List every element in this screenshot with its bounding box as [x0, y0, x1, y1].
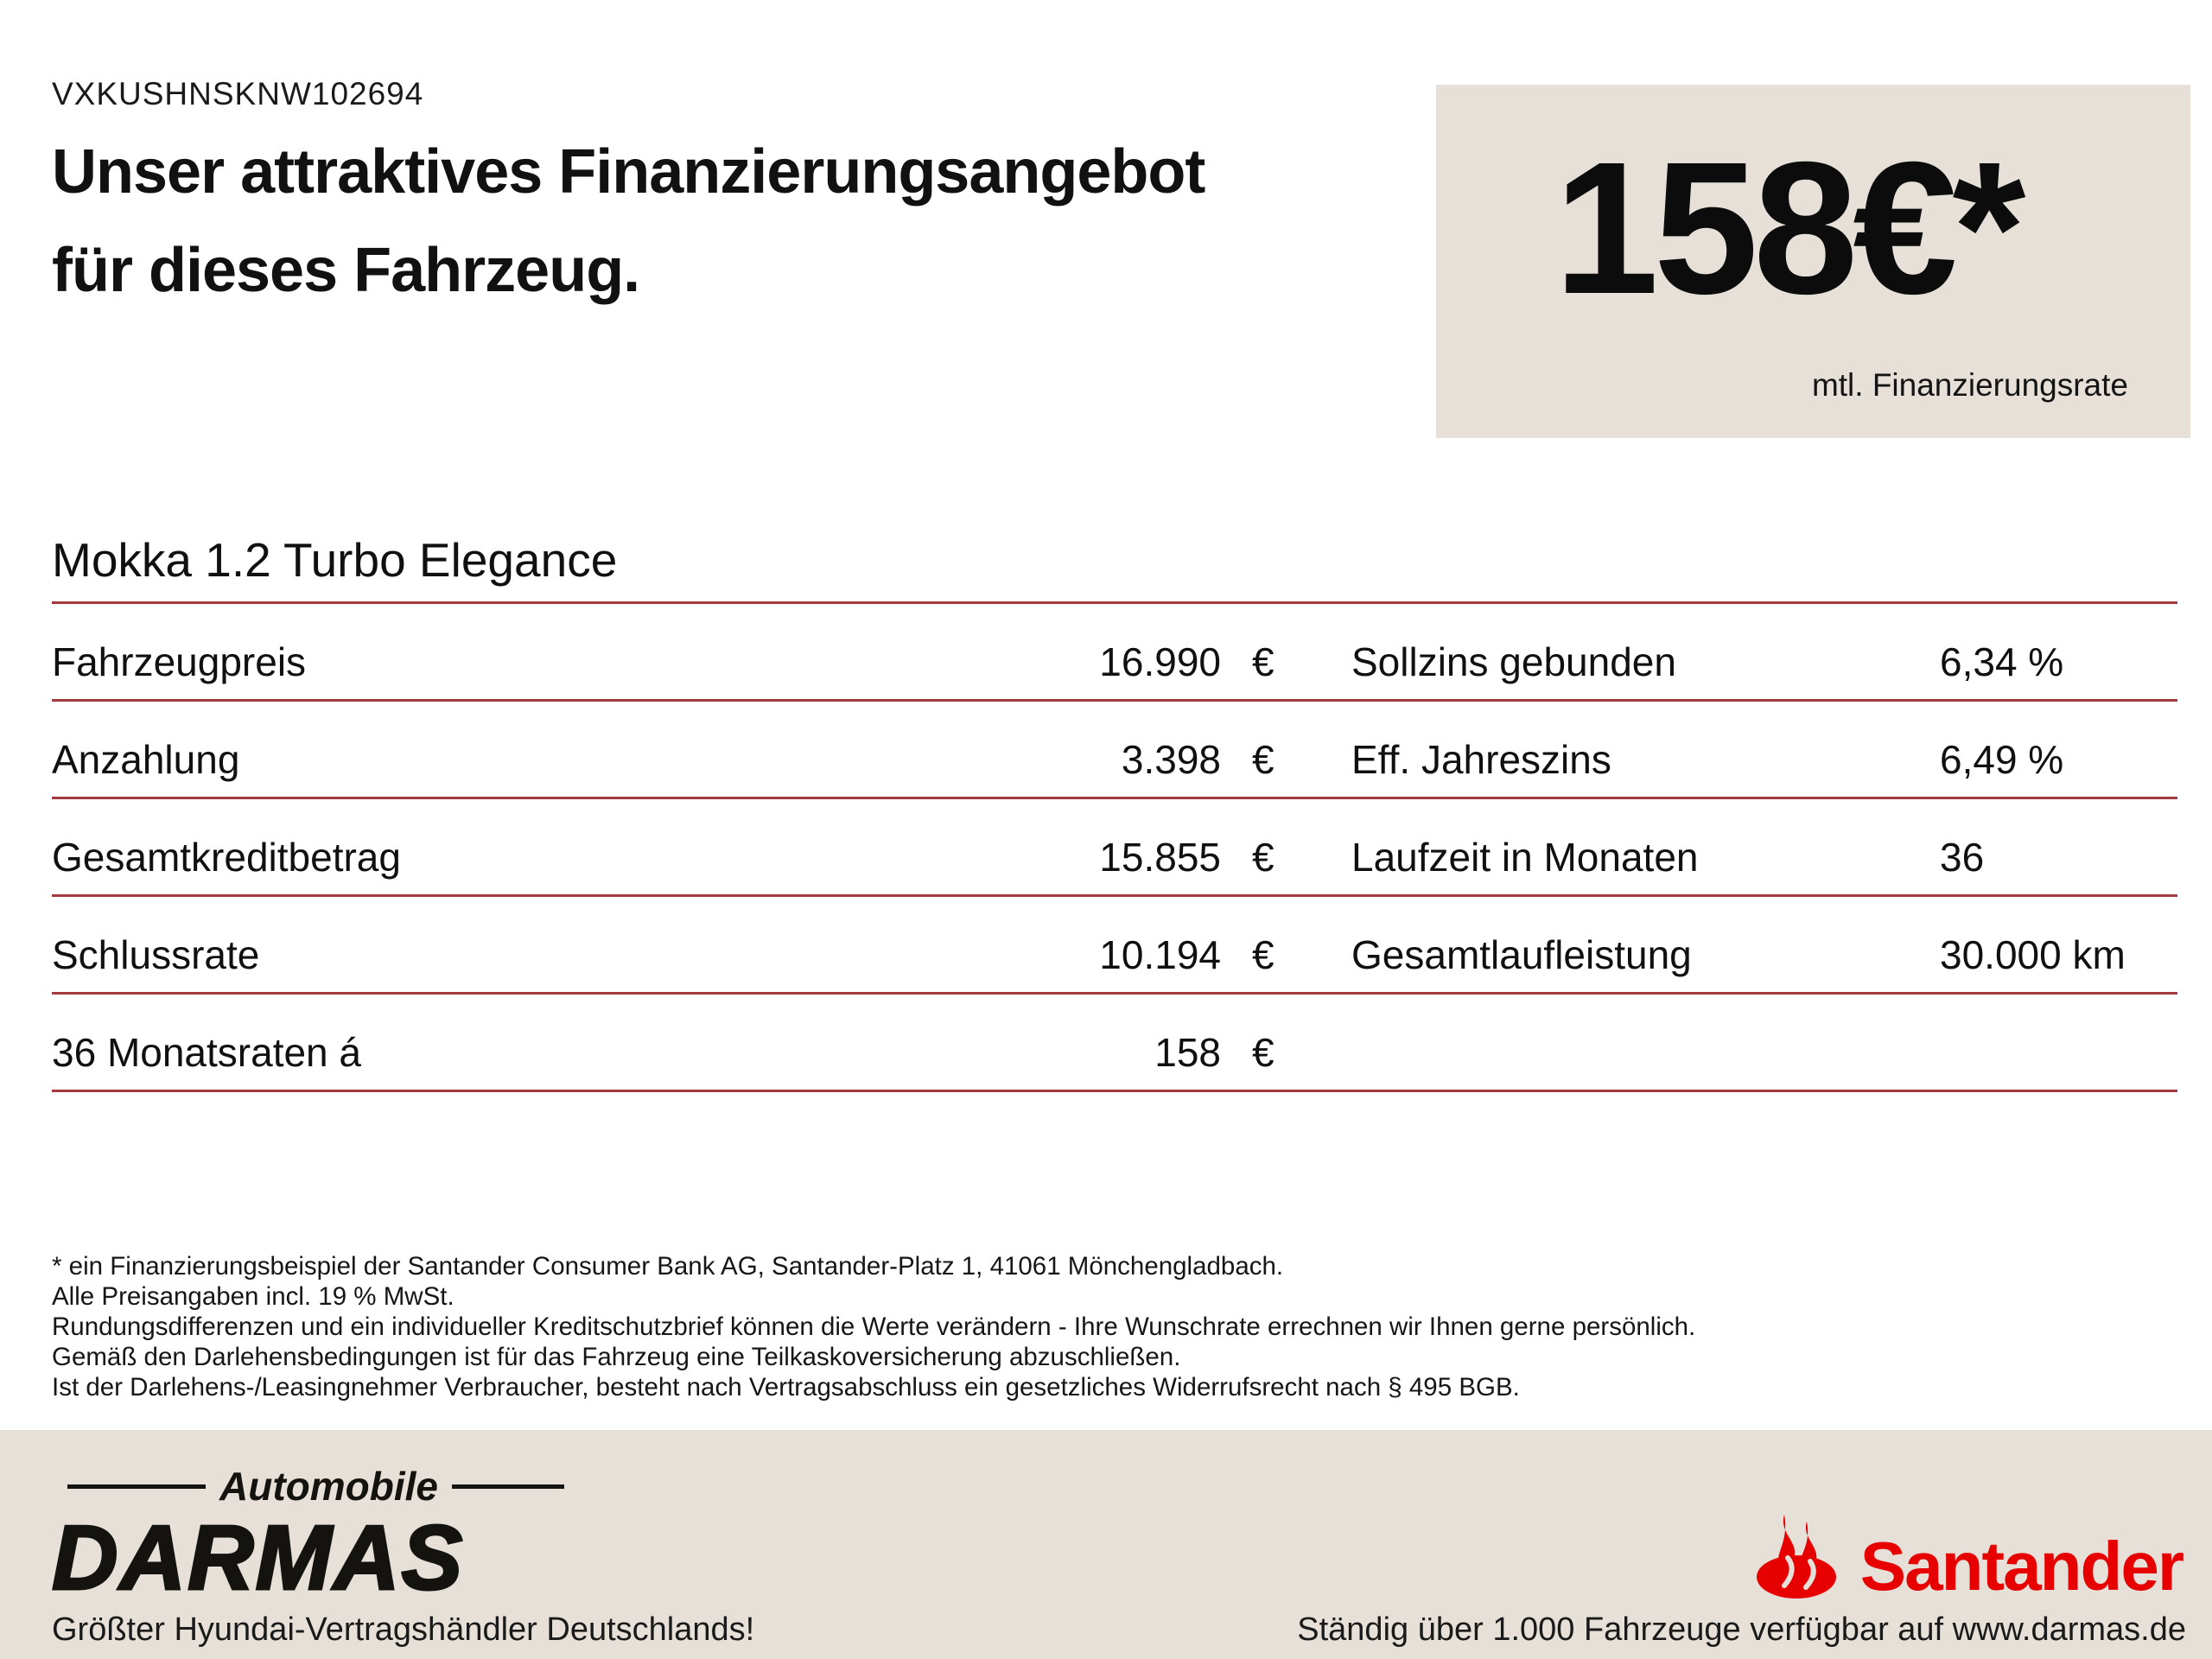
table-row: 36 Monatsraten á 158 € — [52, 995, 2177, 1092]
vehicle-vin: VXKUSHNSKNW102694 — [52, 76, 424, 111]
fine-print-line: Gemäß den Darlehensbedingungen ist für d… — [52, 1343, 1181, 1371]
row-value: 10.194 — [1099, 932, 1221, 977]
row-right-value: 30.000 km — [1940, 932, 2126, 977]
row-right-value: 36 — [1940, 835, 1985, 880]
fine-print-line: * ein Finanzierungsbeispiel der Santande… — [52, 1252, 1284, 1281]
monthly-rate-caption: mtl. Finanzierungsrate — [1811, 367, 2128, 403]
fine-print-line: Rundungsdifferenzen und ein individuelle… — [52, 1313, 1696, 1341]
page-title-line2: für dieses Fahrzeug. — [52, 236, 640, 305]
row-right-label: Laufzeit in Monaten — [1351, 835, 1699, 880]
row-value: 16.990 — [1099, 639, 1221, 684]
table-row: Fahrzeugpreis 16.990 € Sollzins gebunden… — [52, 604, 2177, 702]
bank-tagline: Ständig über 1.000 Fahrzeuge verfügbar a… — [1297, 1611, 2186, 1648]
row-unit: € — [1252, 835, 1274, 880]
dealer-logo-top-text: Automobile — [219, 1464, 438, 1509]
row-right-value: 6,34 % — [1940, 639, 2064, 684]
row-unit: € — [1252, 737, 1274, 782]
row-unit: € — [1252, 1030, 1274, 1075]
table-row: Anzahlung 3.398 € Eff. Jahreszins 6,49 % — [52, 702, 2177, 799]
row-value: 15.855 — [1099, 835, 1221, 880]
footer-band: Automobile DARMAS Größter Hyundai-Vertra… — [0, 1430, 2212, 1659]
row-right-label: Eff. Jahreszins — [1351, 737, 1611, 782]
fine-print-line: Ist der Darlehens-/Leasingnehmer Verbrau… — [52, 1373, 1520, 1402]
row-label: Gesamtkreditbetrag — [52, 835, 401, 880]
row-right-label: Sollzins gebunden — [1351, 639, 1676, 684]
dealer-logo: Automobile DARMAS — [51, 1463, 564, 1611]
page-title: Unser attraktives Finanzierungsangebot f… — [52, 123, 1205, 320]
vehicle-model-heading: Mokka 1.2 Turbo Elegance — [52, 529, 2177, 604]
fine-print-line: Alle Preisangaben incl. 19 % MwSt. — [52, 1282, 454, 1311]
dealer-tagline: Größter Hyundai-Vertragshändler Deutschl… — [52, 1611, 755, 1648]
row-unit: € — [1252, 639, 1274, 684]
page-title-line1: Unser attraktives Finanzierungsangebot — [52, 137, 1205, 207]
table-row: Schlussrate 10.194 € Gesamtlaufleistung … — [52, 897, 2177, 995]
row-label: Schlussrate — [52, 932, 260, 977]
row-right-label: Gesamtlaufleistung — [1351, 932, 1692, 977]
bank-logo: Santander — [1750, 1513, 2184, 1605]
legal-fine-print: * ein Finanzierungsbeispiel der Santande… — [52, 1251, 2160, 1402]
row-value: 3.398 — [1121, 737, 1221, 782]
row-label: Anzahlung — [52, 737, 240, 782]
row-unit: € — [1252, 932, 1274, 977]
row-value: 158 — [1154, 1030, 1221, 1075]
bank-logo-text: Santander — [1859, 1528, 2184, 1605]
row-right-value: 6,49 % — [1940, 737, 2064, 782]
dealer-logo-name: DARMAS — [51, 1506, 465, 1611]
santander-flame-icon — [1756, 1515, 1836, 1599]
financing-table: Mokka 1.2 Turbo Elegance Fahrzeugpreis 1… — [52, 529, 2177, 1092]
dealer-logo-top: Automobile — [52, 1463, 564, 1510]
logo-rule-left-icon — [67, 1484, 206, 1489]
table-row: Gesamtkreditbetrag 15.855 € Laufzeit in … — [52, 799, 2177, 897]
row-label: 36 Monatsraten á — [52, 1030, 362, 1075]
monthly-rate-panel: 158€* mtl. Finanzierungsrate — [1436, 85, 2190, 438]
monthly-rate-value: 158€* — [1554, 124, 2026, 334]
row-label: Fahrzeugpreis — [52, 639, 307, 684]
logo-rule-right-icon — [451, 1484, 564, 1489]
